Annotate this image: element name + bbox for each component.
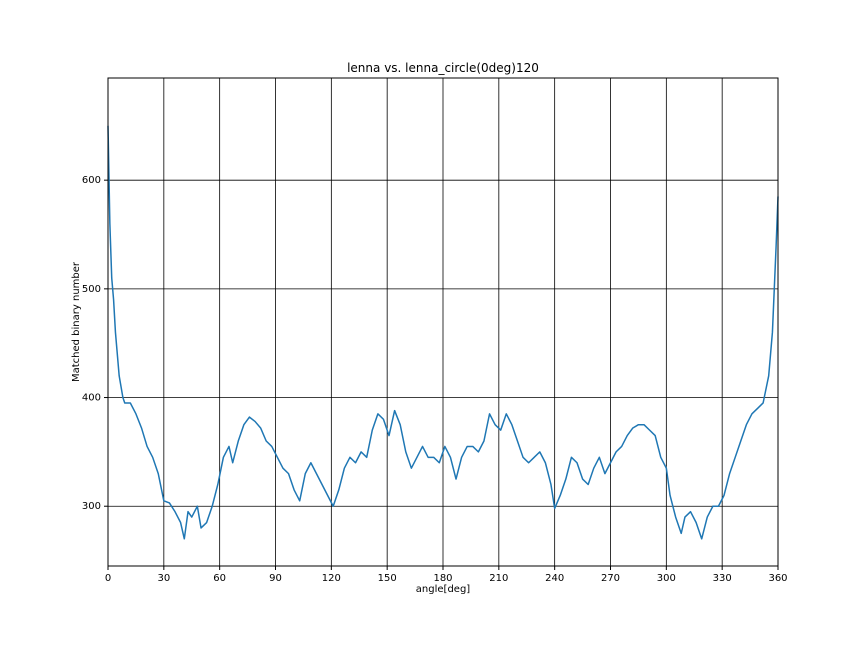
y-tick-label: 400 bbox=[82, 393, 101, 404]
y-tick-label: 300 bbox=[82, 501, 101, 512]
plot-frame bbox=[107, 77, 779, 567]
x-tick-label: 90 bbox=[269, 573, 282, 584]
x-tick-label: 30 bbox=[157, 573, 170, 584]
chart-title: lenna vs. lenna_circle(0deg)120 bbox=[347, 61, 539, 75]
x-tick-label: 360 bbox=[768, 573, 787, 584]
x-tick-label: 150 bbox=[378, 573, 397, 584]
x-axis-label: angle[deg] bbox=[416, 584, 470, 595]
x-tick-label: 180 bbox=[433, 573, 452, 584]
data-line bbox=[107, 125, 779, 540]
x-tick-label: 210 bbox=[489, 573, 508, 584]
x-tick-label: 0 bbox=[105, 573, 111, 584]
y-tick-label: 500 bbox=[82, 284, 101, 295]
y-tick-label: 600 bbox=[82, 175, 101, 186]
x-tick-label: 330 bbox=[713, 573, 732, 584]
y-axis-label: Matched binary number bbox=[71, 261, 82, 382]
x-tick-label: 300 bbox=[657, 573, 676, 584]
x-tick-label: 270 bbox=[601, 573, 620, 584]
x-tick-label: 240 bbox=[545, 573, 564, 584]
x-tick-label: 60 bbox=[213, 573, 226, 584]
x-tick-label: 120 bbox=[322, 573, 341, 584]
